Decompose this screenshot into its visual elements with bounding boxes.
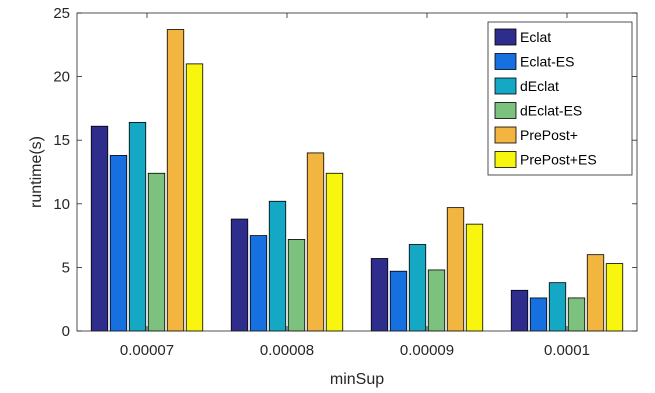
- y-tick-label: 25: [53, 5, 70, 22]
- legend: Eclat Eclat-ES dEclat dEclat-ES PrePost+ PreP…: [487, 21, 633, 176]
- y-tick-label: 10: [53, 196, 70, 213]
- bar: [510, 289, 529, 332]
- y-tick-label: 15: [53, 132, 70, 149]
- y-tick-label: 20: [53, 69, 70, 86]
- bar: [166, 29, 185, 332]
- x-tick-label: 0.00007: [120, 342, 174, 359]
- legend-swatch: [494, 102, 517, 119]
- bar: [427, 269, 446, 332]
- y-tick-label: 5: [62, 259, 70, 276]
- bar: [586, 254, 605, 332]
- legend-label: PrePost+: [520, 127, 578, 143]
- axes-frame: [76, 12, 638, 332]
- legend-swatch: [494, 77, 517, 95]
- bar: [147, 172, 166, 332]
- legend-swatch: [494, 28, 517, 46]
- bar: [465, 223, 484, 332]
- bar: [249, 235, 268, 332]
- legend-swatch: [494, 126, 517, 144]
- x-tick-label: 0.0001: [544, 342, 590, 359]
- legend-label: PrePost+ES: [520, 152, 597, 168]
- bar: [408, 244, 427, 332]
- legend-swatch: [494, 151, 517, 168]
- bar: [325, 172, 344, 332]
- bar: [230, 218, 249, 332]
- bar: [268, 200, 287, 332]
- bars: [90, 29, 624, 332]
- axes: [76, 12, 638, 332]
- bar: [128, 121, 147, 332]
- legend-box: [487, 21, 633, 176]
- bar: [446, 207, 465, 332]
- x-tick-label: 0.00008: [260, 342, 314, 359]
- legend-label: dEclat: [520, 78, 559, 94]
- legend-label: dEclat-ES: [520, 103, 582, 119]
- bar: [90, 125, 109, 332]
- bar: [548, 282, 567, 332]
- bar: [109, 155, 128, 332]
- bar: [389, 270, 408, 332]
- bar: [370, 258, 389, 332]
- bar: [567, 297, 586, 332]
- legend-label: Eclat-ES: [520, 54, 574, 70]
- legend-swatch: [494, 53, 517, 70]
- bar: [287, 239, 306, 332]
- y-tick-label: 0: [62, 323, 70, 340]
- bar: [529, 297, 548, 332]
- bar: [605, 263, 624, 332]
- legend-label: Eclat: [520, 29, 551, 45]
- ticks: 0 5 10 15 20 25 0.00007 0.00008 0.00009 0.0001: [53, 5, 637, 359]
- y-axis-label: runtime(s): [28, 136, 45, 208]
- x-axis-label: minSup: [330, 371, 384, 388]
- bar: [185, 63, 204, 332]
- x-tick-label: 0.00009: [400, 342, 454, 359]
- bar: [306, 152, 325, 332]
